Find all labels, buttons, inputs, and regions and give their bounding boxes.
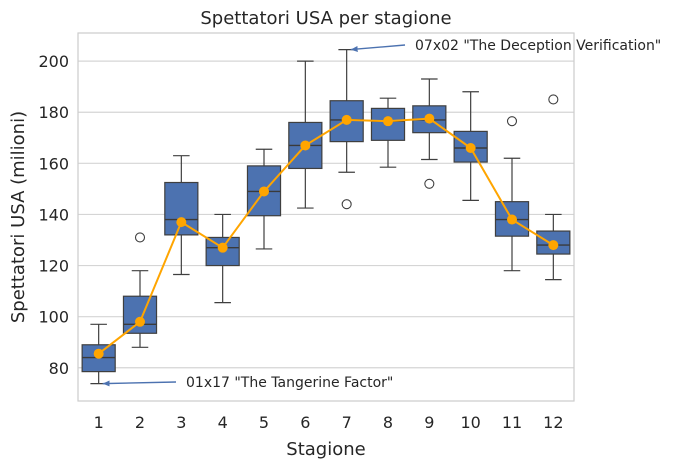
mean-point xyxy=(548,240,559,251)
x-tick-label: 1 xyxy=(94,413,104,432)
x-tick-label: 6 xyxy=(300,413,310,432)
x-tick-label: 12 xyxy=(543,413,563,432)
x-tick-label: 7 xyxy=(342,413,352,432)
x-tick-label: 8 xyxy=(383,413,393,432)
x-tick-label: 3 xyxy=(176,413,186,432)
plot-background xyxy=(78,33,574,401)
x-tick-label: 5 xyxy=(259,413,269,432)
annotation-arrow xyxy=(350,44,406,53)
y-tick-label: 200 xyxy=(38,52,69,71)
annotation-arrow xyxy=(102,380,177,387)
outlier-point xyxy=(506,116,518,127)
mean-line xyxy=(98,117,554,355)
mean-point xyxy=(507,214,517,225)
y-tick-label: 160 xyxy=(38,154,69,173)
x-tick-label: 9 xyxy=(424,413,434,432)
mean-point xyxy=(465,143,476,153)
y-grid-lines xyxy=(78,60,574,369)
box-body xyxy=(122,295,158,334)
plot-frame xyxy=(77,32,575,402)
x-axis-label: Stagione xyxy=(286,439,365,460)
chart-title: Spettatori USA per stagione xyxy=(200,8,451,29)
x-tick-label: 11 xyxy=(502,413,522,432)
y-tick-label: 100 xyxy=(38,308,69,327)
x-tick-label: 4 xyxy=(218,413,228,432)
mean-point xyxy=(135,316,145,327)
y-tick-label: 120 xyxy=(38,257,69,276)
mean-point xyxy=(383,116,393,127)
mean-point xyxy=(259,186,269,197)
y-tick-label: 180 xyxy=(38,103,69,122)
mean-point xyxy=(341,114,352,125)
y-axis-label: Spettatori USA (milioni) xyxy=(8,111,29,323)
outlier-point xyxy=(341,199,352,210)
annotation-text: 07x02 "The Deception Verification" xyxy=(415,38,661,54)
box-2 xyxy=(122,232,158,348)
y-tick-label: 80 xyxy=(49,359,69,378)
mean-point xyxy=(176,217,187,228)
mean-point xyxy=(93,348,104,359)
mean-line-series xyxy=(93,113,559,359)
outlier-point xyxy=(548,94,559,105)
annotation-text: 01x17 "The Tangerine Factor" xyxy=(186,375,393,391)
mean-point xyxy=(424,113,435,124)
x-tick-label: 2 xyxy=(135,413,145,432)
mean-point xyxy=(217,242,228,253)
mean-point xyxy=(300,140,311,151)
x-tick-label: 10 xyxy=(460,413,480,432)
y-tick-labels: 80 100 120 140 160 180 200 xyxy=(38,52,69,378)
outlier-point xyxy=(424,178,435,189)
outlier-point xyxy=(134,232,146,243)
y-tick-label: 140 xyxy=(38,205,69,224)
x-tick-labels: 1 2 3 4 5 6 7 8 9 10 11 12 xyxy=(94,413,564,432)
annotations: 07x02 "The Deception Verification" 01x17 … xyxy=(102,38,661,391)
